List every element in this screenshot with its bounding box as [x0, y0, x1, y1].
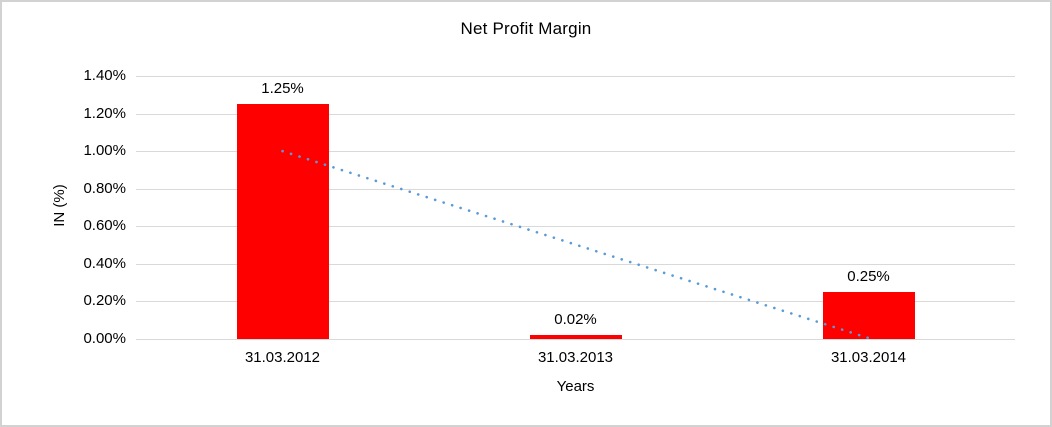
category-slot: 0.25% — [722, 76, 1015, 339]
y-tick-label: 0.60% — [83, 217, 126, 234]
category-slot: 0.02% — [429, 76, 722, 339]
bars-layer: 1.25% 0.02% 0.25% — [136, 76, 1015, 339]
gridline — [136, 76, 1015, 77]
chart-title: Net Profit Margin — [460, 19, 592, 38]
y-tick-label: 1.00% — [83, 142, 126, 159]
x-category-labels: 31.03.2012 31.03.2013 31.03.2014 — [136, 349, 1015, 366]
bar — [236, 104, 329, 339]
bar — [822, 292, 915, 339]
y-tick-label: 1.20% — [83, 105, 126, 122]
bar-data-label: 0.02% — [554, 311, 597, 328]
y-tick-label: 0.00% — [83, 330, 126, 347]
bar-data-label: 0.25% — [847, 268, 890, 285]
y-tick-label: 0.80% — [83, 180, 126, 197]
bar — [529, 335, 622, 339]
y-axis-title-box: IN (%) — [46, 74, 72, 337]
category-slot: 1.25% — [136, 76, 429, 339]
bar-data-label: 1.25% — [261, 80, 304, 97]
x-category-label: 31.03.2013 — [537, 349, 614, 366]
y-tick-label: 1.40% — [83, 67, 126, 84]
y-tick-label: 0.20% — [83, 292, 126, 309]
plot-area: 1.40% 1.20% 1.00% 0.80% 0.60% 0.40% 0.20% 0.00%… — [83, 67, 1015, 347]
x-category-label: 31.03.2012 — [244, 349, 321, 366]
x-axis-title: Years — [556, 378, 595, 395]
gridline — [136, 114, 1015, 115]
y-tick-label: 0.40% — [83, 255, 126, 272]
gridline — [136, 339, 1015, 340]
x-category-label: 31.03.2014 — [830, 349, 907, 366]
y-axis-title: IN (%) — [50, 184, 68, 227]
